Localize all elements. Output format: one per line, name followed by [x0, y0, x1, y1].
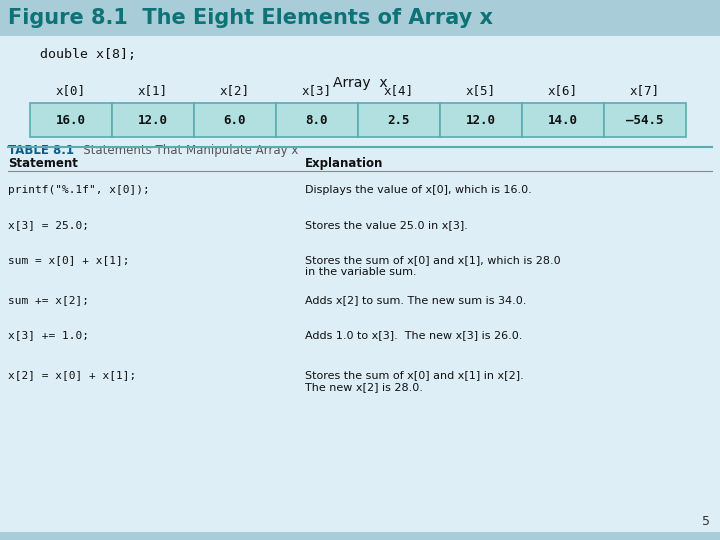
Text: x[7]: x[7]: [630, 84, 660, 98]
Text: x[6]: x[6]: [548, 84, 578, 98]
Text: x[5]: x[5]: [466, 84, 496, 98]
Text: –54.5: –54.5: [626, 113, 664, 126]
Text: 8.0: 8.0: [306, 113, 328, 126]
Text: x[2]: x[2]: [220, 84, 250, 98]
Text: sum += x[2];: sum += x[2];: [8, 295, 89, 305]
Text: Figure 8.1  The Eight Elements of Array x: Figure 8.1 The Eight Elements of Array x: [8, 8, 493, 28]
Text: Stores the sum of x[0] and x[1], which is 28.0
in the variable sum.: Stores the sum of x[0] and x[1], which i…: [305, 255, 561, 276]
Text: Displays the value of x[0], which is 16.0.: Displays the value of x[0], which is 16.…: [305, 185, 532, 195]
Bar: [112, 103, 194, 137]
Text: x[4]: x[4]: [384, 84, 414, 98]
Text: Adds 1.0 to x[3].  The new x[3] is 26.0.: Adds 1.0 to x[3]. The new x[3] is 26.0.: [305, 330, 523, 340]
Text: TABLE 8.1: TABLE 8.1: [8, 144, 74, 157]
Bar: [276, 103, 358, 137]
Text: 14.0: 14.0: [548, 113, 578, 126]
Text: Array  x: Array x: [333, 76, 387, 90]
Bar: [0, 0, 720, 36]
Text: 6.0: 6.0: [224, 113, 246, 126]
Text: x[3] += 1.0;: x[3] += 1.0;: [8, 330, 89, 340]
Text: Stores the sum of x[0] and x[1] in x[2].
The new x[2] is 28.0.: Stores the sum of x[0] and x[1] in x[2].…: [305, 370, 523, 392]
Text: sum = x[0] + x[1];: sum = x[0] + x[1];: [8, 255, 130, 265]
Bar: [0, 532, 720, 540]
Text: x[3]: x[3]: [302, 84, 332, 98]
Text: 5: 5: [702, 515, 710, 528]
Bar: [194, 103, 276, 137]
Text: Explanation: Explanation: [305, 157, 383, 170]
Text: x[0]: x[0]: [56, 84, 86, 98]
Text: printf("%.1f", x[0]);: printf("%.1f", x[0]);: [8, 185, 150, 195]
Text: x[2] = x[0] + x[1];: x[2] = x[0] + x[1];: [8, 370, 136, 380]
Text: 12.0: 12.0: [466, 113, 496, 126]
Text: Stores the value 25.0 in x[3].: Stores the value 25.0 in x[3].: [305, 220, 468, 230]
Text: double x[8];: double x[8];: [40, 48, 136, 61]
Text: x[1]: x[1]: [138, 84, 168, 98]
Text: Adds x[2] to sum. The new sum is 34.0.: Adds x[2] to sum. The new sum is 34.0.: [305, 295, 526, 305]
Text: 16.0: 16.0: [56, 113, 86, 126]
Text: x[3] = 25.0;: x[3] = 25.0;: [8, 220, 89, 230]
Text: Statements That Manipulate Array x: Statements That Manipulate Array x: [72, 144, 298, 157]
Text: Statement: Statement: [8, 157, 78, 170]
Bar: [440, 103, 522, 137]
Text: 2.5: 2.5: [388, 113, 410, 126]
Bar: [604, 103, 686, 137]
Bar: [522, 103, 604, 137]
Bar: [30, 103, 112, 137]
Bar: [358, 103, 440, 137]
Text: 12.0: 12.0: [138, 113, 168, 126]
